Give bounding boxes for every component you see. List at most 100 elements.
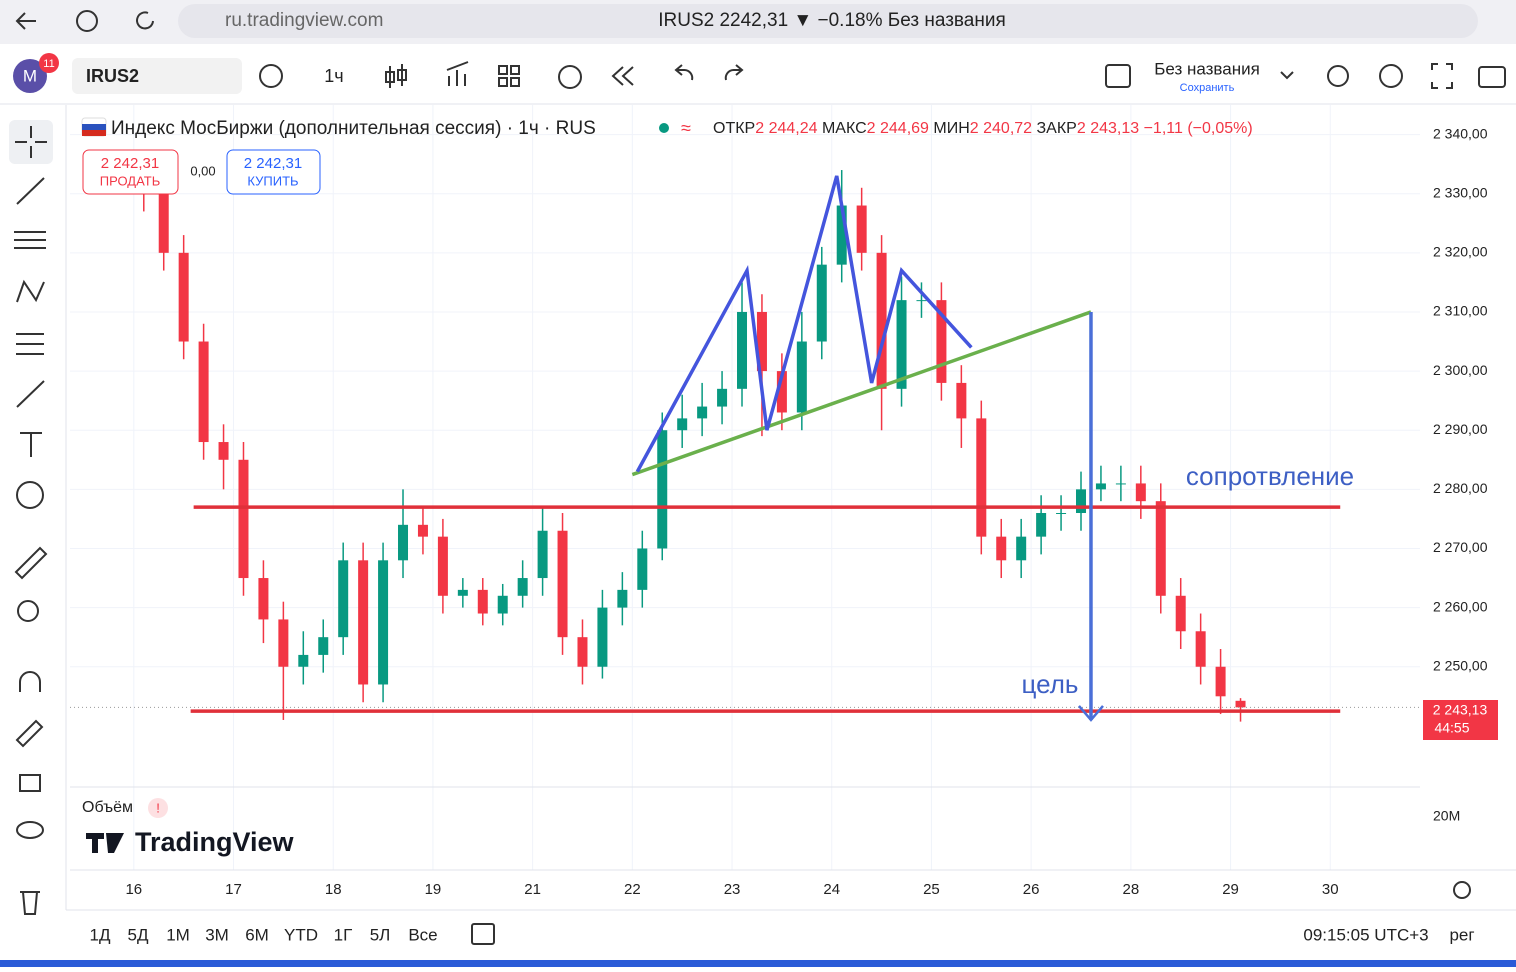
url: ru.tradingview.com	[225, 10, 383, 31]
crosshair-icon	[15, 126, 47, 158]
layouts-button[interactable]	[498, 65, 520, 87]
y-tick-label: 2 320,00	[1433, 244, 1488, 260]
indicators-button[interactable]	[446, 61, 469, 86]
compare-button[interactable]	[259, 64, 283, 88]
flag-stripe	[82, 124, 106, 130]
browser-logo[interactable]	[76, 10, 98, 32]
high-value: 2 244,69	[867, 120, 929, 137]
hide-tool[interactable]	[16, 821, 44, 839]
x-tick-label: 29	[1222, 881, 1239, 898]
trend-line-tool[interactable]	[16, 177, 45, 205]
range-button[interactable]: 1М	[166, 925, 190, 944]
range-button[interactable]: 5Л	[370, 925, 391, 944]
zoom-tool[interactable]	[17, 600, 39, 622]
layout-status[interactable]: Сохранить	[1180, 82, 1235, 94]
bar-timer: 44:55	[1434, 720, 1469, 736]
x-tick-label: 25	[923, 881, 940, 898]
goto-date[interactable]	[471, 923, 495, 945]
candle-body	[338, 560, 349, 638]
buy-button[interactable]	[226, 149, 321, 195]
y-tick-label: 2 330,00	[1433, 184, 1488, 200]
emoji-tool[interactable]	[16, 481, 44, 509]
candle-body	[1235, 700, 1246, 708]
resistance-note: сопротвление	[1186, 461, 1354, 491]
settings-button[interactable]	[1379, 64, 1403, 88]
session[interactable]: рег	[1449, 925, 1474, 944]
candle-body	[1036, 513, 1047, 537]
chart-type-button[interactable]	[385, 64, 407, 88]
sell-button[interactable]	[82, 149, 179, 195]
redo-button[interactable]	[724, 64, 744, 81]
symbol: IRUS2	[86, 66, 139, 86]
range-button[interactable]: 5Д	[128, 925, 149, 944]
candle-body	[996, 536, 1007, 561]
axis-settings[interactable]	[1453, 881, 1471, 899]
volume-warning[interactable]	[148, 798, 168, 818]
clock: 09:15:05 UTC+3	[1303, 925, 1428, 944]
candle-body	[517, 578, 528, 596]
symbol-search[interactable]	[72, 58, 242, 94]
lock-drawing-tool[interactable]	[15, 719, 44, 748]
candle-body	[258, 578, 269, 620]
layout-name[interactable]: Без названия	[1154, 59, 1260, 78]
layout-menu[interactable]	[1280, 71, 1294, 80]
range-button[interactable]: 1Г	[334, 925, 353, 944]
fib-tool[interactable]	[14, 231, 46, 249]
text-tool[interactable]	[20, 432, 42, 457]
range-button[interactable]: YTD	[284, 925, 318, 944]
lock-tool[interactable]	[19, 774, 41, 792]
open-value: 2 244,24	[755, 120, 817, 137]
crosshair-tool[interactable]	[9, 120, 53, 164]
candle-body	[1016, 536, 1027, 561]
y-tick-label: 2 340,00	[1433, 125, 1488, 141]
range-button[interactable]: Все	[408, 925, 437, 944]
delete-tool[interactable]	[20, 891, 40, 915]
layout-icon[interactable]	[1105, 64, 1131, 88]
replay-button[interactable]	[611, 66, 634, 86]
candle-body	[1195, 631, 1206, 667]
target-note: цель	[1022, 669, 1079, 699]
range-buttons: 1Д 5Д 1М 3М 6М YTD 1Г 5Л Все	[90, 925, 438, 944]
alert-button[interactable]	[558, 65, 582, 89]
avatar[interactable]	[13, 59, 47, 93]
candle-body	[896, 300, 907, 389]
pattern-tool[interactable]	[16, 279, 45, 303]
fullscreen-button[interactable]	[1431, 63, 1453, 89]
candle-body	[577, 637, 588, 667]
y-tick-label: 2 300,00	[1433, 362, 1488, 378]
interval[interactable]: 1ч	[324, 66, 343, 86]
candle-body	[776, 371, 787, 413]
flag-stripe	[82, 130, 106, 136]
magnet-tool[interactable]	[19, 671, 41, 692]
taskbar-edge	[0, 960, 1516, 967]
candle-body	[1115, 483, 1126, 485]
candle-body	[617, 589, 628, 608]
candle-body	[796, 341, 807, 413]
x-tick-label: 19	[425, 881, 442, 898]
ruler-tool[interactable]	[14, 546, 48, 580]
candle-body	[956, 382, 967, 419]
volume-tick: 20M	[1433, 808, 1460, 824]
spread: 0,00	[190, 163, 215, 178]
candle-body	[1175, 595, 1186, 632]
candle-body	[1135, 483, 1146, 502]
quick-search[interactable]	[1327, 65, 1349, 87]
y-tick-label: 2 250,00	[1433, 657, 1488, 673]
candle-body	[198, 341, 209, 443]
drawing	[631, 310, 1092, 477]
range-button[interactable]: 1Д	[90, 925, 111, 944]
arrow-head	[1078, 705, 1104, 722]
undo-button[interactable]	[674, 64, 694, 81]
badge	[39, 53, 59, 73]
range-button[interactable]: 6М	[245, 925, 269, 944]
open-label: ОТКР	[713, 120, 755, 137]
back-button[interactable]	[15, 12, 36, 30]
reload-button[interactable]	[136, 11, 154, 30]
range-button[interactable]: 3М	[205, 925, 229, 944]
candle-body	[238, 459, 249, 579]
brush-tool[interactable]	[16, 380, 45, 408]
avatar-letter: M	[23, 66, 37, 85]
screenshot-button[interactable]	[1478, 66, 1506, 88]
address-bar[interactable]	[178, 4, 1478, 38]
forecast-tool[interactable]	[16, 333, 44, 355]
